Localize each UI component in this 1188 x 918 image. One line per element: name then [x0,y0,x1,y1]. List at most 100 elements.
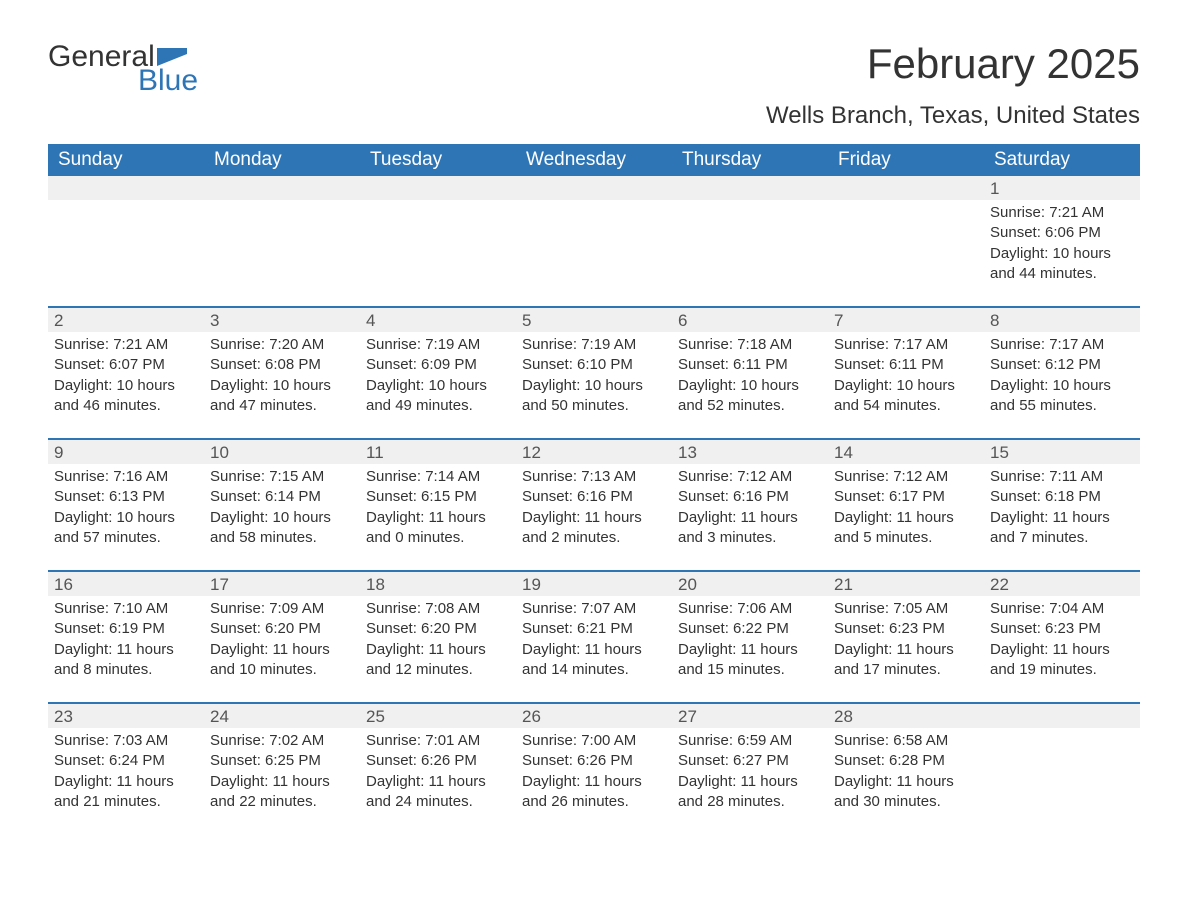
day-cell: 20Sunrise: 7:06 AMSunset: 6:22 PMDayligh… [672,572,828,702]
day-cell [828,176,984,306]
empty-day [672,176,828,200]
day-body: Sunrise: 7:19 AMSunset: 6:10 PMDaylight:… [516,332,672,424]
day-cell: 16Sunrise: 7:10 AMSunset: 6:19 PMDayligh… [48,572,204,702]
sunrise-text: Sunrise: 7:20 AM [210,335,354,355]
day-cell [516,176,672,306]
dow-friday: Friday [828,144,984,176]
day-number: 21 [828,572,984,596]
sunset-text: Sunset: 6:20 PM [210,619,354,639]
day-body: Sunrise: 7:18 AMSunset: 6:11 PMDaylight:… [672,332,828,424]
day-body: Sunrise: 7:21 AMSunset: 6:07 PMDaylight:… [48,332,204,424]
dow-tuesday: Tuesday [360,144,516,176]
day-number: 22 [984,572,1140,596]
week-row: 1Sunrise: 7:21 AMSunset: 6:06 PMDaylight… [48,176,1140,306]
calendar: SundayMondayTuesdayWednesdayThursdayFrid… [48,144,1140,834]
sunset-text: Sunset: 6:21 PM [522,619,666,639]
sunset-text: Sunset: 6:23 PM [990,619,1134,639]
daylight-text: Daylight: 10 hours and 46 minutes. [54,376,198,417]
day-number: 9 [48,440,204,464]
day-number: 28 [828,704,984,728]
daylight-text: Daylight: 11 hours and 14 minutes. [522,640,666,681]
day-cell: 3Sunrise: 7:20 AMSunset: 6:08 PMDaylight… [204,308,360,438]
sunset-text: Sunset: 6:20 PM [366,619,510,639]
sunrise-text: Sunrise: 7:09 AM [210,599,354,619]
sunrise-text: Sunrise: 7:02 AM [210,731,354,751]
day-cell [48,176,204,306]
sunrise-text: Sunrise: 7:05 AM [834,599,978,619]
sunset-text: Sunset: 6:09 PM [366,355,510,375]
day-cell: 27Sunrise: 6:59 AMSunset: 6:27 PMDayligh… [672,704,828,834]
day-body: Sunrise: 7:03 AMSunset: 6:24 PMDaylight:… [48,728,204,820]
day-cell: 25Sunrise: 7:01 AMSunset: 6:26 PMDayligh… [360,704,516,834]
day-body: Sunrise: 7:06 AMSunset: 6:22 PMDaylight:… [672,596,828,688]
day-number: 16 [48,572,204,596]
day-cell: 13Sunrise: 7:12 AMSunset: 6:16 PMDayligh… [672,440,828,570]
daylight-text: Daylight: 11 hours and 2 minutes. [522,508,666,549]
sunrise-text: Sunrise: 7:03 AM [54,731,198,751]
day-number: 25 [360,704,516,728]
daylight-text: Daylight: 10 hours and 55 minutes. [990,376,1134,417]
sunrise-text: Sunrise: 7:17 AM [990,335,1134,355]
sunrise-text: Sunrise: 7:08 AM [366,599,510,619]
day-cell: 1Sunrise: 7:21 AMSunset: 6:06 PMDaylight… [984,176,1140,306]
day-number: 27 [672,704,828,728]
day-body: Sunrise: 7:00 AMSunset: 6:26 PMDaylight:… [516,728,672,820]
sunrise-text: Sunrise: 7:15 AM [210,467,354,487]
day-body: Sunrise: 7:12 AMSunset: 6:17 PMDaylight:… [828,464,984,556]
sunset-text: Sunset: 6:16 PM [522,487,666,507]
day-number: 4 [360,308,516,332]
daylight-text: Daylight: 11 hours and 0 minutes. [366,508,510,549]
day-cell: 26Sunrise: 7:00 AMSunset: 6:26 PMDayligh… [516,704,672,834]
day-body: Sunrise: 7:04 AMSunset: 6:23 PMDaylight:… [984,596,1140,688]
day-body: Sunrise: 7:02 AMSunset: 6:25 PMDaylight:… [204,728,360,820]
day-cell: 17Sunrise: 7:09 AMSunset: 6:20 PMDayligh… [204,572,360,702]
week-row: 2Sunrise: 7:21 AMSunset: 6:07 PMDaylight… [48,306,1140,438]
sunset-text: Sunset: 6:27 PM [678,751,822,771]
day-body: Sunrise: 7:16 AMSunset: 6:13 PMDaylight:… [48,464,204,556]
day-body: Sunrise: 6:58 AMSunset: 6:28 PMDaylight:… [828,728,984,820]
daylight-text: Daylight: 10 hours and 49 minutes. [366,376,510,417]
header: General Blue February 2025 Wells Branch,… [48,40,1140,130]
day-cell: 18Sunrise: 7:08 AMSunset: 6:20 PMDayligh… [360,572,516,702]
day-body: Sunrise: 7:08 AMSunset: 6:20 PMDaylight:… [360,596,516,688]
day-cell: 8Sunrise: 7:17 AMSunset: 6:12 PMDaylight… [984,308,1140,438]
location-subtitle: Wells Branch, Texas, United States [766,102,1140,130]
dow-sunday: Sunday [48,144,204,176]
daylight-text: Daylight: 10 hours and 50 minutes. [522,376,666,417]
logo: General Blue [48,40,198,98]
day-body: Sunrise: 7:21 AMSunset: 6:06 PMDaylight:… [984,200,1140,292]
week-row: 16Sunrise: 7:10 AMSunset: 6:19 PMDayligh… [48,570,1140,702]
sunrise-text: Sunrise: 6:58 AM [834,731,978,751]
empty-day [516,176,672,200]
sunrise-text: Sunrise: 7:19 AM [522,335,666,355]
day-number: 15 [984,440,1140,464]
day-cell: 4Sunrise: 7:19 AMSunset: 6:09 PMDaylight… [360,308,516,438]
day-number: 13 [672,440,828,464]
day-cell: 7Sunrise: 7:17 AMSunset: 6:11 PMDaylight… [828,308,984,438]
sunrise-text: Sunrise: 7:01 AM [366,731,510,751]
day-number: 23 [48,704,204,728]
day-cell: 2Sunrise: 7:21 AMSunset: 6:07 PMDaylight… [48,308,204,438]
day-body: Sunrise: 7:01 AMSunset: 6:26 PMDaylight:… [360,728,516,820]
day-body: Sunrise: 7:12 AMSunset: 6:16 PMDaylight:… [672,464,828,556]
day-cell [984,704,1140,834]
empty-day [360,176,516,200]
empty-day [204,176,360,200]
day-body: Sunrise: 7:14 AMSunset: 6:15 PMDaylight:… [360,464,516,556]
sunset-text: Sunset: 6:23 PM [834,619,978,639]
daylight-text: Daylight: 10 hours and 52 minutes. [678,376,822,417]
sunrise-text: Sunrise: 7:06 AM [678,599,822,619]
day-cell: 23Sunrise: 7:03 AMSunset: 6:24 PMDayligh… [48,704,204,834]
sunset-text: Sunset: 6:11 PM [678,355,822,375]
day-number: 10 [204,440,360,464]
sunrise-text: Sunrise: 7:07 AM [522,599,666,619]
daylight-text: Daylight: 11 hours and 19 minutes. [990,640,1134,681]
daylight-text: Daylight: 11 hours and 10 minutes. [210,640,354,681]
day-number: 12 [516,440,672,464]
sunrise-text: Sunrise: 6:59 AM [678,731,822,751]
empty-day [828,176,984,200]
dow-wednesday: Wednesday [516,144,672,176]
day-number: 11 [360,440,516,464]
sunrise-text: Sunrise: 7:10 AM [54,599,198,619]
day-cell [360,176,516,306]
